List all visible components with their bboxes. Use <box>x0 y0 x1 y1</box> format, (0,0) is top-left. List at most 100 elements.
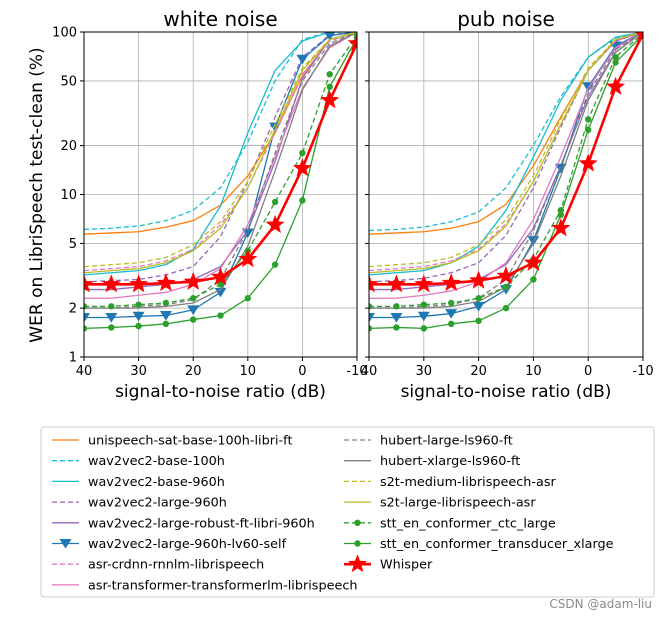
data-point-circle <box>448 320 455 328</box>
data-point-star <box>496 266 516 285</box>
data-point-star <box>238 249 258 268</box>
data-point-circle <box>475 295 482 302</box>
data-point-circle <box>271 261 279 268</box>
data-point-star <box>101 274 121 293</box>
data-point-circle <box>585 126 592 134</box>
data-point-triangle <box>159 311 172 321</box>
legend-label: asr-crdnn-rnnlm-librispeech <box>88 558 264 573</box>
data-point-circle <box>299 197 306 204</box>
data-point-circle <box>108 303 115 310</box>
legend-item: wav2vec2-base-960h <box>52 475 225 490</box>
data-point-circle <box>502 304 510 312</box>
series-line-wav2vec2-base-100h <box>84 32 357 231</box>
data-point-star <box>156 273 176 292</box>
data-point-circle <box>612 53 619 61</box>
legend-label: stt_en_conformer_ctc_large <box>380 516 556 531</box>
x-tick-label: 40 <box>361 364 378 379</box>
legend: unispeech-sat-base-100h-libri-ft wav2vec2… <box>40 426 655 598</box>
data-point-star <box>347 33 357 52</box>
legend-item: s2t-large-librispeech-asr <box>344 496 536 511</box>
series-line-hubert-large-ls960-ft <box>369 32 643 309</box>
data-point-star <box>183 271 203 290</box>
data-point-star <box>292 158 312 177</box>
data-point-circle <box>502 283 510 291</box>
data-point-circle <box>162 320 170 328</box>
legend-swatch-marker <box>354 540 361 547</box>
legend-item: wav2vec2-large-960h <box>52 496 227 511</box>
data-point-circle <box>217 312 224 319</box>
data-point-circle <box>135 301 142 308</box>
x-axis-label: signal-to-noise ratio (dB) <box>115 382 326 402</box>
x-tick-label: 40 <box>76 364 93 379</box>
series-line-wav2vec2-large-960h <box>369 32 643 283</box>
series-line-wav2vec2-large-robust-ft-libri-960h <box>84 32 357 291</box>
series-group <box>84 32 357 332</box>
y-axis-label: WER on LibriSpeech test-clean (%) <box>27 47 47 342</box>
data-point-triangle <box>369 313 375 323</box>
data-point-star <box>320 90 340 109</box>
data-point-circle <box>530 276 537 283</box>
data-point-circle <box>190 316 197 323</box>
legend-item: stt_en_conformer_ctc_large <box>344 516 556 531</box>
series-line-unispeech-sat-base-100h-libri-ft <box>369 32 643 235</box>
legend-item: stt_en_conformer_transducer_xlarge <box>344 537 614 552</box>
data-point-circle <box>585 116 592 123</box>
x-tick-label: 0 <box>298 364 306 379</box>
x-tick-label: 10 <box>240 364 257 379</box>
y-tick-label: 10 <box>60 188 77 203</box>
data-point-circle <box>162 299 170 307</box>
data-point-circle <box>369 325 373 332</box>
data-point-circle <box>326 83 333 91</box>
series-line-wav2vec2-base-100h <box>369 32 643 232</box>
x-tick-label: 10 <box>525 364 542 379</box>
data-point-triangle <box>324 32 336 41</box>
data-point-circle <box>326 70 333 78</box>
data-point-circle <box>84 303 88 310</box>
data-point-circle <box>271 198 279 206</box>
data-point-star <box>265 214 285 233</box>
legend-item: asr-crdnn-rnnlm-librispeech <box>52 558 264 573</box>
data-point-triangle <box>187 305 200 315</box>
data-point-circle <box>244 295 251 302</box>
legend-swatch-marker <box>354 519 361 526</box>
y-tick-label: 100 <box>52 26 77 41</box>
legend-item: wav2vec2-base-100h <box>52 454 225 469</box>
legend-item: hubert-xlarge-ls960-ft <box>344 454 520 469</box>
data-point-circle <box>557 211 564 219</box>
legend-swatch-marker <box>347 554 368 573</box>
data-point-circle <box>475 317 482 325</box>
data-point-triangle <box>296 54 309 65</box>
legend-label: wav2vec2-base-960h <box>88 475 225 490</box>
data-point-circle <box>84 325 88 332</box>
x-tick-label: 20 <box>185 364 202 379</box>
legend-label: hubert-large-ls960-ft <box>380 434 513 449</box>
series-line-asr-transformer-transformerlm-librispeech <box>369 32 643 299</box>
data-point-circle <box>135 322 142 330</box>
legend-label: s2t-large-librispeech-asr <box>380 496 536 511</box>
x-tick-label: -10 <box>346 364 367 379</box>
data-point-star <box>129 274 149 293</box>
legend-frame <box>40 426 655 598</box>
legend-label: wav2vec2-large-960h-lv60-self <box>88 537 287 552</box>
legend-item: hubert-large-ls960-ft <box>344 434 513 449</box>
legend-label: wav2vec2-large-robust-ft-libri-960h <box>88 516 315 531</box>
legend-item: asr-transformer-transformerlm-librispeec… <box>52 578 357 593</box>
data-point-triangle <box>84 313 90 323</box>
data-point-star <box>469 270 489 289</box>
legend-label: wav2vec2-large-960h <box>88 496 227 511</box>
data-point-triangle <box>105 313 118 323</box>
y-tick-label: 50 <box>60 74 77 89</box>
legend-item: unispeech-sat-base-100h-libri-ft <box>52 434 292 449</box>
series-line-s2t-medium-librispeech-asr <box>84 32 357 268</box>
data-point-star <box>551 218 571 237</box>
legend-item: wav2vec2-large-robust-ft-libri-960h <box>52 516 315 531</box>
y-tick-label: 5 <box>69 237 77 252</box>
series-line-wav2vec2-base-960h <box>369 32 643 276</box>
data-point-circle <box>190 295 197 302</box>
panel-title: white noise <box>163 7 277 31</box>
x-tick-label: 20 <box>470 364 487 379</box>
series-group <box>369 32 643 332</box>
y-tick-label: 2 <box>69 302 77 317</box>
y-tick-label: 1 <box>69 351 77 366</box>
